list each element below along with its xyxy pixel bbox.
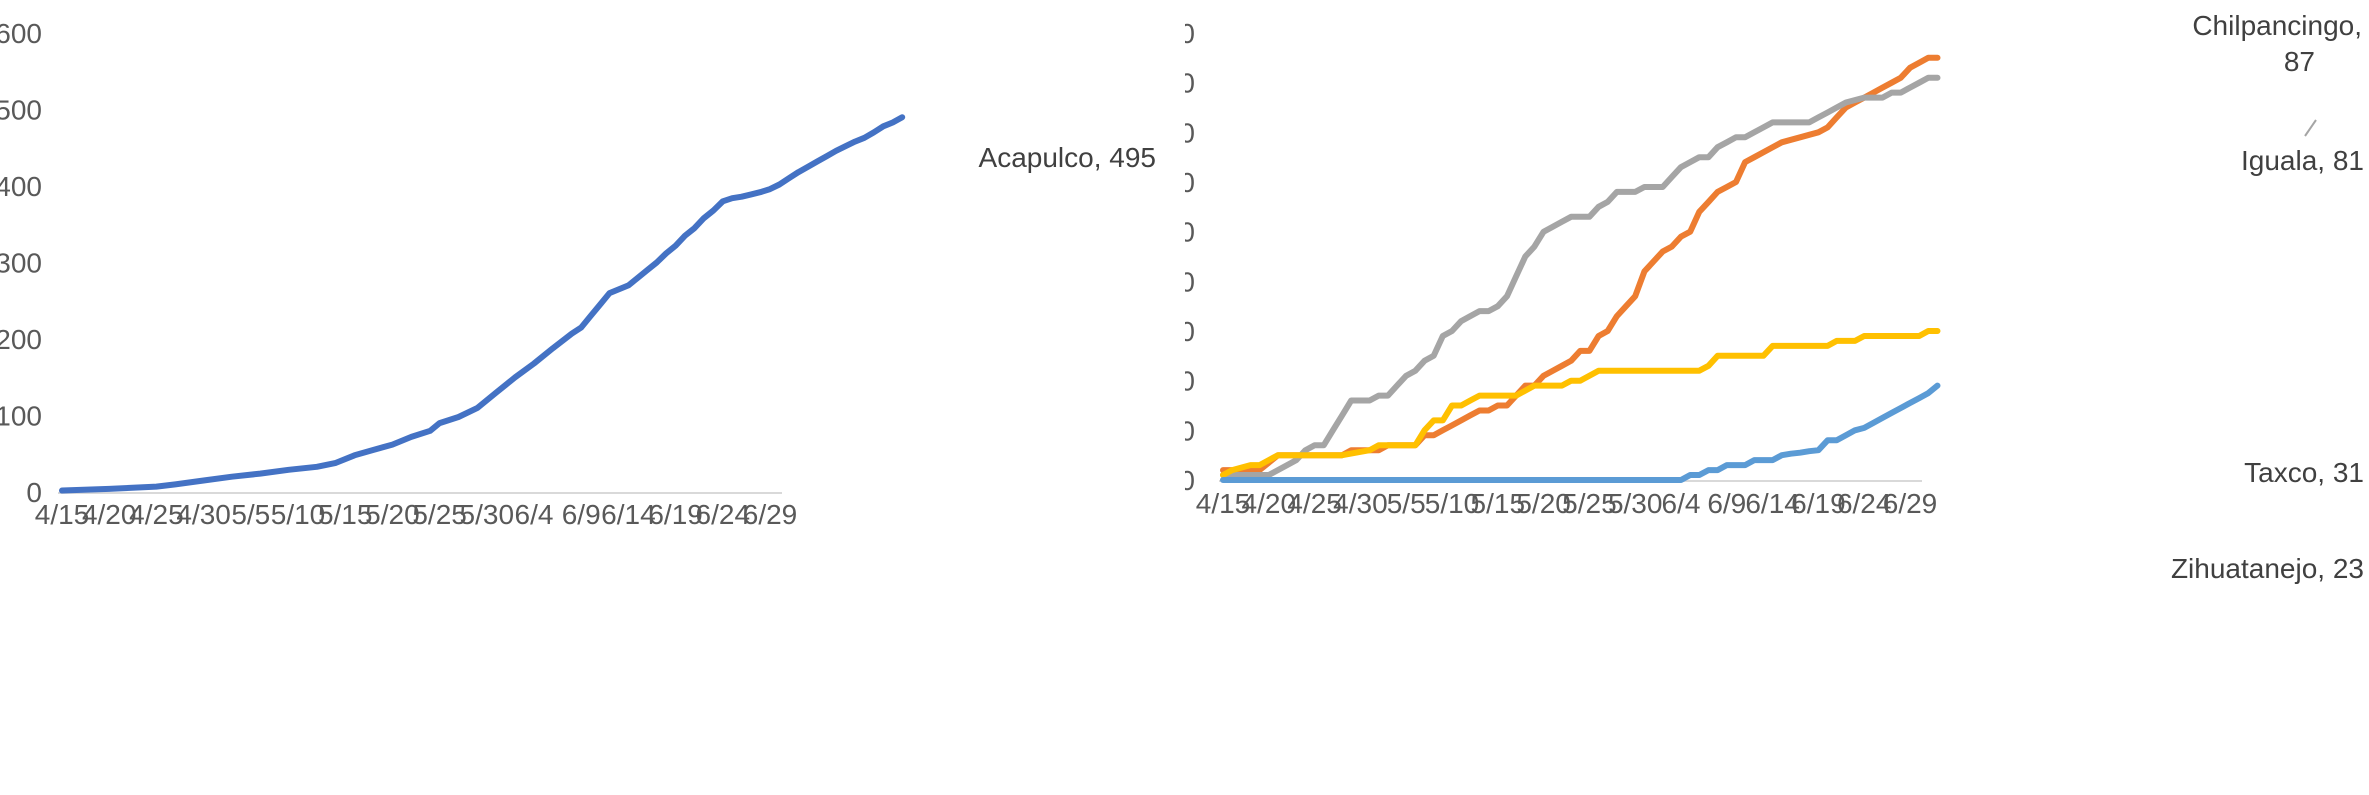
x-tick-label: 5/10 (1425, 488, 1480, 519)
x-tick-label: 6/24 (696, 499, 751, 530)
x-tick-label: 6/29 (1883, 488, 1938, 519)
data-label-chilpancingo-line1: Chilpancingo, (2192, 10, 2362, 41)
y-tick-label: 200 (0, 324, 42, 355)
x-tick-label: 4/15 (1196, 488, 1251, 519)
x-tick-label: 5/25 (412, 499, 467, 530)
other-cities-chart-svg: 01020304050607080904/154/204/254/305/55/… (1185, 10, 2364, 584)
y-tick-label: 10 (1185, 415, 1195, 446)
y-tick-label: 500 (0, 95, 42, 126)
y-tick-label: 400 (0, 171, 42, 202)
y-tick-label: 600 (0, 18, 42, 49)
data-label-zihuatanejo: Zihuatanejo, 23 (2171, 553, 2364, 584)
x-tick-label: 5/20 (365, 499, 420, 530)
x-tick-label: 6/14 (1745, 488, 1800, 519)
x-tick-label: 6/19 (648, 499, 703, 530)
other-cities-chart: 01020304050607080904/154/204/254/305/55/… (1185, 0, 2369, 795)
x-tick-label: 6/9 (1707, 488, 1746, 519)
x-tick-label: 4/15 (35, 499, 90, 530)
x-tick-label: 4/25 (129, 499, 184, 530)
x-tick-label: 6/9 (562, 499, 601, 530)
data-label-iguala: Iguala, 81 (2241, 145, 2364, 176)
series-line-chilpancingo (1220, 54, 1941, 474)
data-label-acapulco: Acapulco, 495 (979, 142, 1156, 173)
series-line-zihuatanejo (1220, 382, 1941, 483)
x-tick-label: 6/24 (1837, 488, 1892, 519)
y-tick-label: 300 (0, 248, 42, 279)
data-label-chilpancingo-line2: 87 (2284, 46, 2315, 77)
x-tick-label: 4/30 (1333, 488, 1388, 519)
y-tick-label: 0 (1185, 465, 1195, 496)
x-tick-label: 5/15 (318, 499, 373, 530)
data-label-taxco: Taxco, 31 (2244, 457, 2364, 488)
x-tick-label: 5/25 (1562, 488, 1617, 519)
x-tick-label: 5/20 (1516, 488, 1571, 519)
series-line-taxco (1220, 328, 1941, 478)
x-tick-label: 6/29 (743, 499, 798, 530)
y-tick-label: 100 (0, 401, 42, 432)
x-tick-label: 4/20 (82, 499, 137, 530)
x-tick-label: 4/30 (176, 499, 231, 530)
x-tick-label: 5/30 (1608, 488, 1663, 519)
x-tick-label: 5/30 (460, 499, 515, 530)
y-tick-label: 90 (1185, 18, 1195, 49)
x-tick-label: 6/4 (1662, 488, 1701, 519)
series-line-acapulco (59, 114, 906, 494)
x-tick-label: 4/20 (1242, 488, 1297, 519)
acapulco-chart: 0 100 200 300 400 500 600 4/15 4/20 4/25 4/30 5/5 5/… (0, 18, 1156, 530)
y-tick-label: 20 (1185, 366, 1195, 397)
y-tick-label: 60 (1185, 167, 1195, 198)
y-tick-label: 70 (1185, 117, 1195, 148)
y-tick-label: 30 (1185, 316, 1195, 347)
x-tick-label: 5/5 (231, 499, 270, 530)
x-tick-label: 5/5 (1387, 488, 1426, 519)
y-tick-label: 50 (1185, 217, 1195, 248)
x-tick-label: 6/14 (601, 499, 656, 530)
x-tick-label: 6/4 (515, 499, 554, 530)
series-line-iguala (1220, 74, 1941, 478)
x-tick-label: 5/15 (1471, 488, 1526, 519)
x-tick-label: 5/10 (271, 499, 326, 530)
x-tick-label: 4/25 (1287, 488, 1342, 519)
iguala-leader-line (2304, 119, 2317, 137)
y-tick-label: 80 (1185, 68, 1195, 99)
y-tick-label: 0 (26, 477, 42, 508)
x-tick-label: 6/19 (1791, 488, 1846, 519)
y-tick-label: 40 (1185, 266, 1195, 297)
